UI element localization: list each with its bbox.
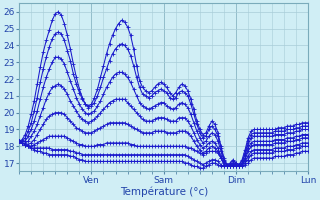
X-axis label: Température (°c): Température (°c)	[120, 186, 208, 197]
